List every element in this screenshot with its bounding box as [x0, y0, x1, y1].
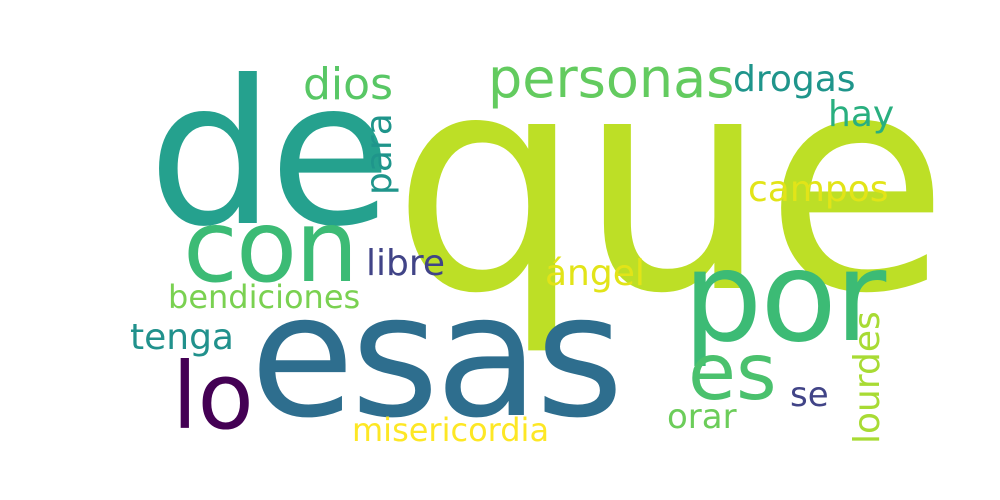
- word-dios: dios: [303, 59, 393, 110]
- word-se: se: [790, 375, 829, 415]
- word-de: de: [148, 38, 392, 271]
- word-personas: personas: [488, 47, 735, 110]
- word-que: que: [392, 10, 949, 359]
- word-hay: hay: [828, 94, 895, 135]
- word-libre: libre: [366, 243, 446, 284]
- word-esas: esas: [250, 258, 624, 456]
- word-misericordia: misericordia: [352, 411, 550, 449]
- word-con: con: [183, 188, 359, 305]
- word-lourdes: lourdes: [847, 311, 888, 444]
- word-lo: lo: [172, 343, 254, 450]
- word-angel: ángel: [545, 253, 645, 294]
- word-drogas: drogas: [733, 59, 856, 100]
- word-campos: campos: [748, 169, 889, 210]
- word-es: es: [688, 328, 777, 418]
- word-por: por: [683, 225, 886, 370]
- word-para: para: [359, 113, 400, 195]
- word-bendiciones: bendiciones: [168, 278, 361, 316]
- word-tenga: tenga: [130, 317, 234, 358]
- word-orar: orar: [667, 397, 737, 437]
